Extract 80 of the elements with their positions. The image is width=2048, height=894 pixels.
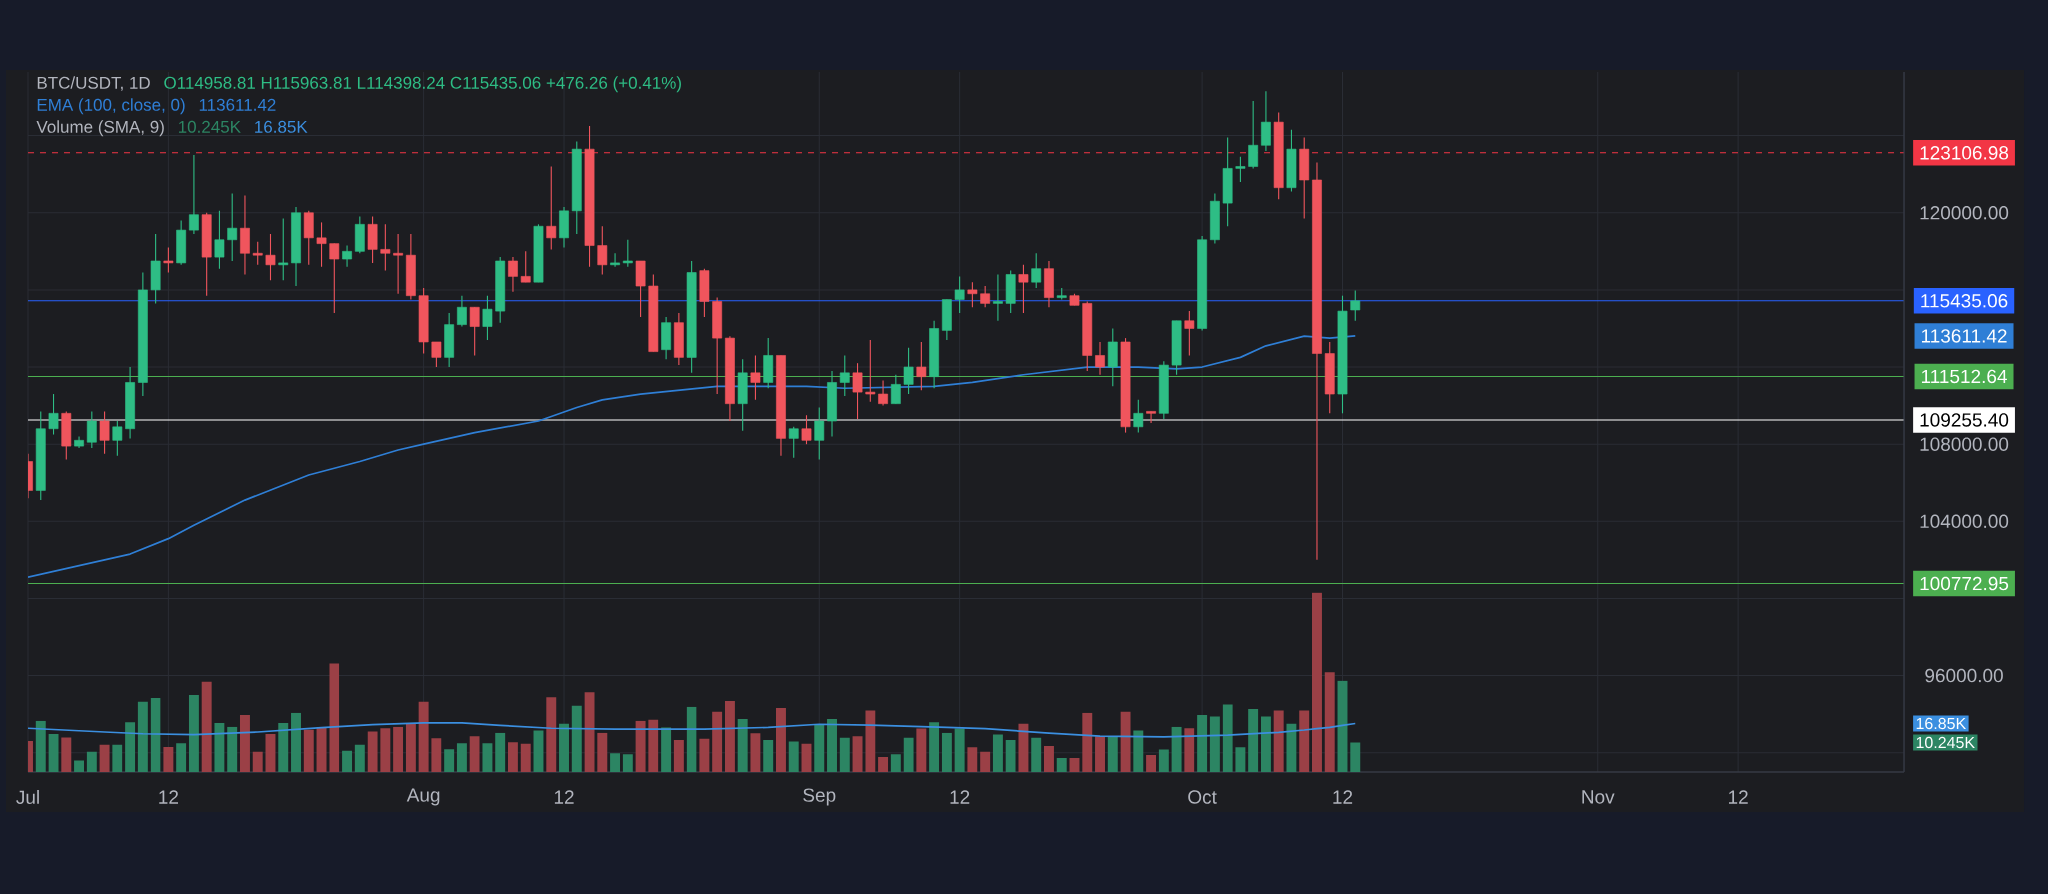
chart-title: BTC/USDT, 1D xyxy=(37,76,150,91)
candlestick xyxy=(431,341,442,368)
candlestick xyxy=(329,243,340,314)
candlestick xyxy=(469,306,480,357)
y-tick-label: 120000.00 xyxy=(1920,206,2009,220)
y-tick-label: 96000.00 xyxy=(1925,668,2003,683)
x-tick-label: 12 xyxy=(1333,790,1353,804)
candlestick xyxy=(1031,252,1042,289)
text: Volume (SMA, 9) xyxy=(36,120,164,137)
candlestick xyxy=(457,295,467,328)
x-tick-label: 12 xyxy=(1729,790,1748,804)
candlestick xyxy=(750,354,761,401)
candlestick xyxy=(265,233,276,281)
candlestick xyxy=(788,426,799,459)
candlestick xyxy=(163,246,174,274)
x-tick-label: Aug xyxy=(406,788,440,806)
candlestick xyxy=(380,223,391,272)
text: 16.85K xyxy=(255,120,308,133)
candlestick xyxy=(1095,341,1105,376)
candlestick xyxy=(993,273,1003,322)
candlestick xyxy=(99,410,110,455)
candlestick xyxy=(48,393,59,436)
x-tick-label: Nov xyxy=(1582,790,1615,804)
candlestick xyxy=(1146,410,1156,424)
text: 10.245K xyxy=(178,120,241,133)
x-tick-label: 12 xyxy=(950,790,970,804)
candlestick xyxy=(214,210,225,270)
ref-line-label: 109255.40 xyxy=(1920,413,2009,427)
candlestick xyxy=(508,256,518,293)
x-tick-label: Jul xyxy=(16,790,39,804)
candlestick xyxy=(278,218,289,281)
y-tick-label: 113611.42 xyxy=(1921,329,2007,343)
y-tick-label: 10.245K xyxy=(1916,736,1975,749)
candlestick xyxy=(1018,264,1029,314)
candlestick xyxy=(482,295,493,341)
x-tick-label: 12 xyxy=(159,790,179,804)
y-tick-label: 16.85K xyxy=(1916,717,1966,730)
ref-line-label: 115435.06 xyxy=(1921,294,2008,308)
text: EMA (100, close, 0) xyxy=(37,98,185,115)
candlestick xyxy=(1235,156,1246,183)
candlestick xyxy=(852,362,863,420)
candlestick xyxy=(227,192,238,262)
candlestick xyxy=(916,341,927,391)
candlestick xyxy=(890,374,901,405)
y-tick-label: 104000.00 xyxy=(1920,514,2009,529)
candlestick xyxy=(622,239,633,268)
candlestick xyxy=(878,379,888,407)
x-tick-label: 12 xyxy=(554,790,574,804)
x-tick-label: Oct xyxy=(1188,790,1217,804)
candlestick xyxy=(520,250,531,283)
candlestick xyxy=(839,354,850,397)
candlestick xyxy=(1350,290,1361,322)
candlestick xyxy=(801,414,812,445)
candlestick xyxy=(1261,90,1271,152)
ref-line-label: 111512.64 xyxy=(1921,369,2007,384)
candlestick xyxy=(189,154,199,235)
ref-line-label: 123106.98 xyxy=(1920,146,2009,160)
candlestick xyxy=(112,420,123,457)
candlestick xyxy=(1184,310,1195,357)
candlestick xyxy=(865,339,876,403)
candlestick xyxy=(316,221,327,268)
candlestick xyxy=(1133,399,1144,434)
candlestick xyxy=(903,347,914,395)
candlestick xyxy=(967,281,978,308)
candlestick xyxy=(954,275,965,314)
candlestick xyxy=(814,406,825,461)
candlestick xyxy=(1248,100,1259,169)
x-tick-label: Sep xyxy=(803,788,836,806)
candlestick xyxy=(252,241,263,266)
chart-subtitle: O114958.81 H115963.81 L114398.24 C115435.06 +476.26 (+0.41%) xyxy=(164,76,681,93)
candlestick xyxy=(393,233,403,295)
candlestick xyxy=(86,410,97,449)
text: 113611.42 xyxy=(199,98,276,111)
ref-line-label: 100772.95 xyxy=(1920,576,2009,591)
candlestick xyxy=(597,225,608,276)
candlestick xyxy=(342,244,352,268)
candlestick xyxy=(546,165,557,250)
y-tick-label: 108000.00 xyxy=(1920,437,2009,451)
candlestick xyxy=(980,285,991,308)
candlestick xyxy=(610,252,620,268)
